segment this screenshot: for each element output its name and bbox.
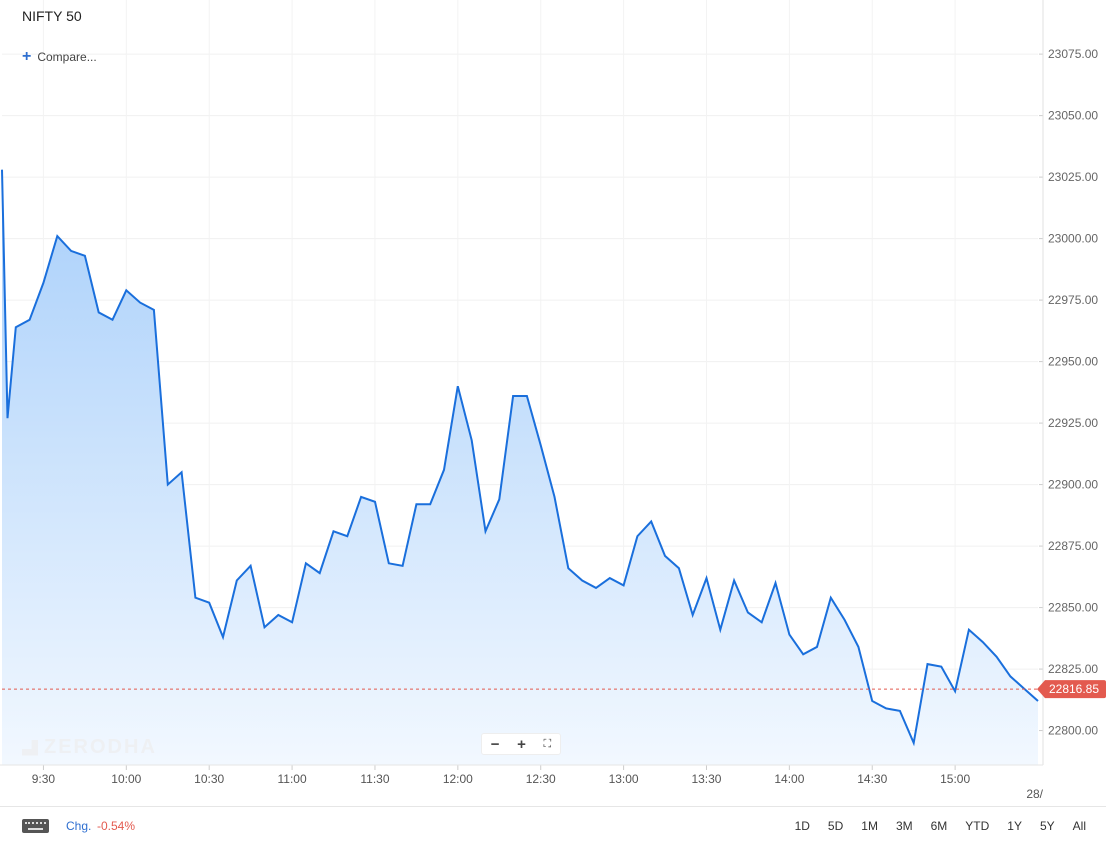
period-5y[interactable]: 5Y bbox=[1039, 819, 1055, 833]
y-tick-label: 23050.00 bbox=[1048, 109, 1098, 123]
x-tick-label: 13:00 bbox=[609, 772, 639, 786]
x-tick-label: 9:30 bbox=[32, 772, 56, 786]
y-tick-label: 23000.00 bbox=[1048, 232, 1098, 246]
y-tick-label: 22975.00 bbox=[1048, 293, 1098, 307]
current-price-badge bbox=[1037, 680, 1106, 699]
y-tick-label: 22925.00 bbox=[1048, 416, 1098, 430]
period-ytd[interactable]: YTD bbox=[965, 819, 990, 833]
zoom-in-icon[interactable]: + bbox=[517, 735, 526, 753]
zerodha-watermark: ZERODHA bbox=[22, 736, 157, 759]
current-price-label: 22816.85 bbox=[1049, 682, 1099, 696]
period-all[interactable]: All bbox=[1072, 819, 1086, 833]
y-tick-label: 22825.00 bbox=[1048, 662, 1098, 676]
x-tick-label: 11:30 bbox=[360, 772, 389, 786]
y-tick-label: 22875.00 bbox=[1048, 539, 1098, 553]
x-tick-label: 14:00 bbox=[774, 772, 804, 786]
compare-button[interactable]: + Compare... bbox=[22, 48, 97, 65]
price-chart[interactable]: 22800.00 22825.00 22850.00 22875.00 22900.00… bbox=[0, 0, 1106, 806]
period-6m[interactable]: 6M bbox=[930, 819, 948, 833]
y-tick-label: 22950.00 bbox=[1048, 355, 1098, 369]
change-value: -0.54% bbox=[97, 819, 136, 833]
compare-label: Compare... bbox=[37, 50, 97, 64]
period-1d[interactable]: 1D bbox=[794, 819, 810, 833]
keyboard-icon[interactable] bbox=[22, 819, 49, 833]
period-1m[interactable]: 1M bbox=[861, 819, 878, 833]
x-tick-label: 15:00 bbox=[940, 772, 970, 786]
y-tick-label: 22800.00 bbox=[1048, 724, 1098, 738]
y-tick-label: 22900.00 bbox=[1048, 478, 1098, 492]
price-line bbox=[1, 169, 1039, 747]
x-tick-label: 12:00 bbox=[443, 772, 473, 786]
period-5d[interactable]: 5D bbox=[827, 819, 844, 833]
zoom-out-icon[interactable]: − bbox=[490, 735, 500, 753]
x-overflow-label: 28/ bbox=[1026, 787, 1043, 801]
x-tick-label: 11:00 bbox=[278, 772, 307, 786]
plus-icon: + bbox=[22, 48, 32, 65]
x-tick-label: 14:30 bbox=[857, 772, 887, 786]
y-tick-label: 23075.00 bbox=[1048, 47, 1098, 61]
symbol-title: NIFTY 50 bbox=[22, 8, 82, 24]
period-selector: 1D 5D 1M 3M 6M YTD 1Y 5Y All bbox=[777, 819, 1086, 833]
change-label: Chg. bbox=[66, 819, 92, 833]
watermark-text: ZERODHA bbox=[44, 736, 157, 758]
price-area-fill bbox=[2, 169, 1038, 765]
period-3m[interactable]: 3M bbox=[895, 819, 913, 833]
fullscreen-icon[interactable]: ⛶ bbox=[543, 737, 552, 750]
x-tick-label: 10:30 bbox=[194, 772, 224, 786]
zerodha-logo-icon bbox=[22, 739, 38, 756]
y-tick-label: 23025.00 bbox=[1048, 170, 1098, 184]
x-tick-label: 10:00 bbox=[111, 772, 141, 786]
x-tick-label: 12:30 bbox=[526, 772, 556, 786]
bottom-toolbar: Chg. -0.54% 1D 5D 1M 3M 6M YTD 1Y 5Y All bbox=[0, 806, 1106, 849]
x-tick-label: 13:30 bbox=[691, 772, 721, 786]
zoom-controls: − + ⛶ bbox=[481, 733, 561, 755]
period-1y[interactable]: 1Y bbox=[1007, 819, 1022, 833]
y-tick-label: 22850.00 bbox=[1048, 601, 1098, 615]
